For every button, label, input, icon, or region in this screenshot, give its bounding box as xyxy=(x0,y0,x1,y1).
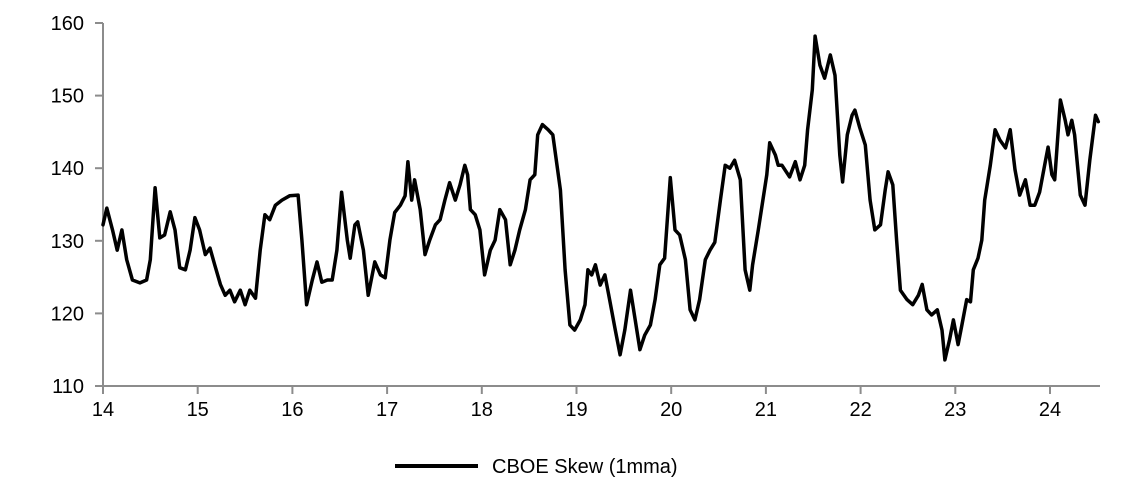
y-tick-label: 120 xyxy=(51,303,84,325)
series-line-cboe-skew xyxy=(101,34,1101,362)
x-axis: 14 15 16 17 18 19 20 21 22 23 24 xyxy=(92,385,1100,421)
legend-label: CBOE Skew (1mma) xyxy=(492,456,678,478)
x-tick-label: 23 xyxy=(944,399,966,421)
x-tick-label: 24 xyxy=(1039,399,1061,421)
x-tick-label: 21 xyxy=(755,399,777,421)
x-tick-label: 19 xyxy=(565,399,587,421)
y-tick-label: 110 xyxy=(52,376,84,398)
x-tick-label: 15 xyxy=(187,399,209,421)
x-tick-label: 18 xyxy=(471,399,493,421)
legend: CBOE Skew (1mma) xyxy=(395,456,678,478)
series-layer xyxy=(101,34,1101,362)
y-tick-label: 150 xyxy=(51,86,84,108)
y-axis: 110 120 130 140 150 160 xyxy=(51,13,104,398)
y-tick-label: 130 xyxy=(51,231,84,253)
x-tick-label: 20 xyxy=(660,399,682,421)
x-tick-label: 14 xyxy=(92,399,114,421)
x-tick-label: 17 xyxy=(376,399,398,421)
x-tick-label: 16 xyxy=(281,399,303,421)
y-tick-label: 160 xyxy=(51,13,84,35)
x-tick-label: 22 xyxy=(849,399,871,421)
y-tick-label: 140 xyxy=(51,158,84,180)
